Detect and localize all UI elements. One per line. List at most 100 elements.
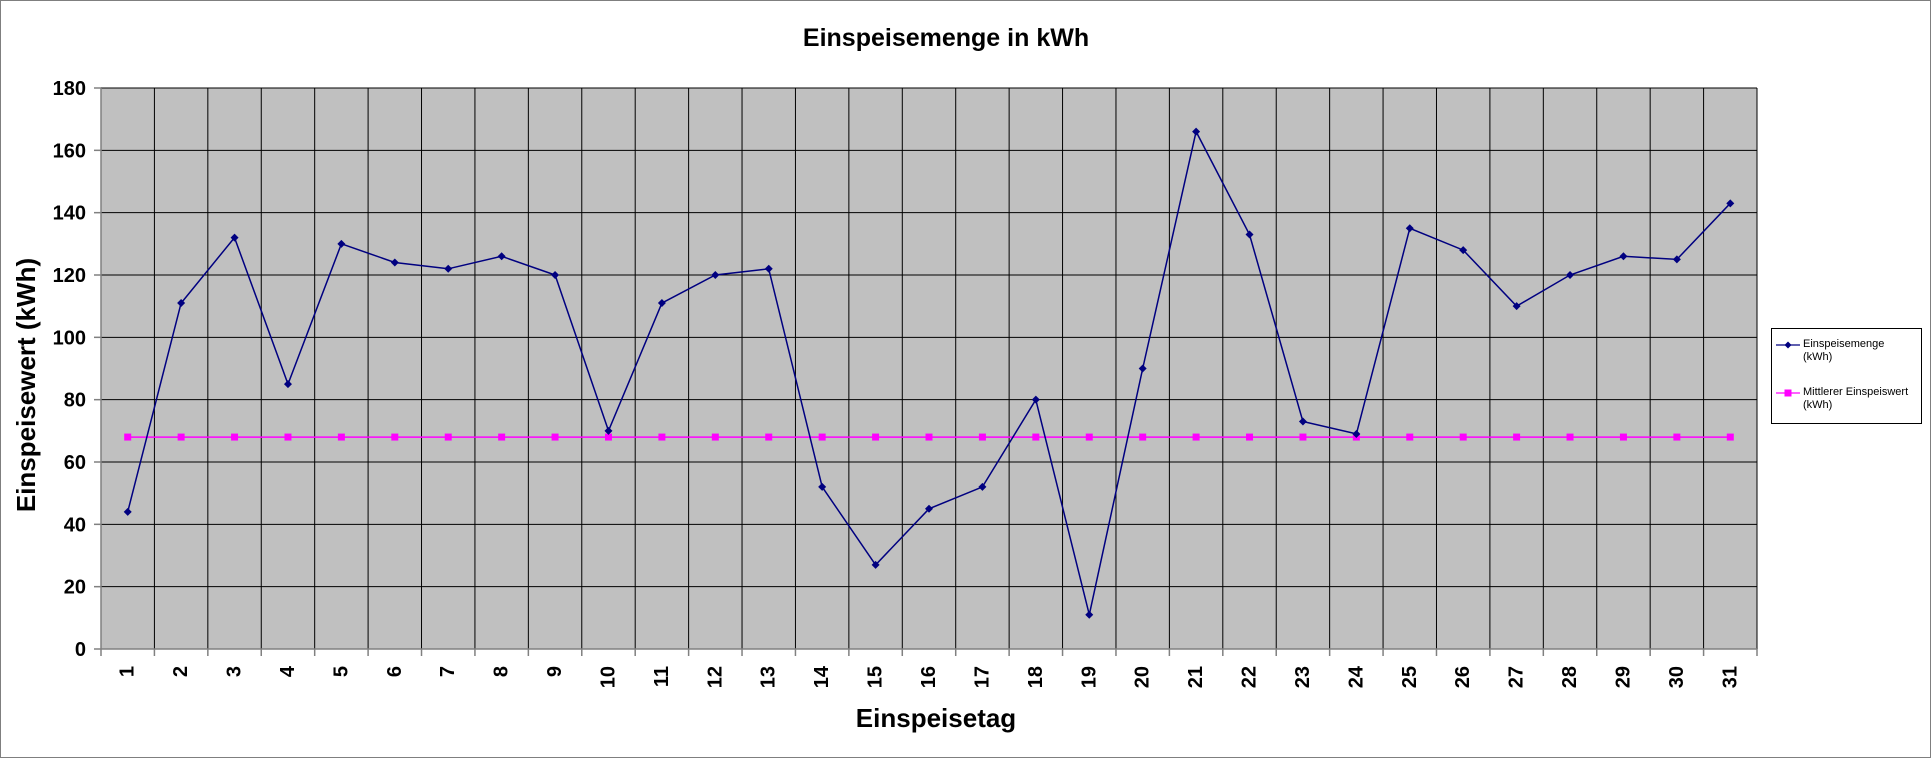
y-tick-label: 140 xyxy=(53,203,86,225)
data-point-square xyxy=(1406,433,1414,441)
data-point-diamond xyxy=(1085,610,1094,619)
data-point-square xyxy=(1513,433,1521,441)
x-tick-label: 8 xyxy=(491,666,513,677)
x-axis-label: Einspeisetag xyxy=(856,703,1016,733)
data-point-square xyxy=(1459,433,1467,441)
x-tick-label: 6 xyxy=(384,666,406,677)
x-tick-label: 20 xyxy=(1132,666,1154,688)
data-point-square xyxy=(925,433,933,441)
x-tick-label: 22 xyxy=(1239,666,1261,688)
legend-diamond-marker-icon xyxy=(1776,341,1800,349)
data-point-diamond xyxy=(1192,127,1201,136)
x-tick-label: 12 xyxy=(704,666,726,688)
data-point-square xyxy=(1566,433,1574,441)
data-point-diamond xyxy=(390,258,399,267)
x-tick-label: 29 xyxy=(1612,666,1634,688)
data-point-diamond xyxy=(177,299,186,308)
x-tick-label: 28 xyxy=(1559,666,1581,688)
data-point-diamond xyxy=(1726,199,1735,208)
x-tick-label: 3 xyxy=(224,666,246,677)
x-tick-label: 19 xyxy=(1078,666,1100,688)
plot-area xyxy=(101,88,1757,649)
data-point-diamond xyxy=(337,239,346,248)
data-point-diamond xyxy=(1619,252,1628,261)
x-tick-label: 18 xyxy=(1025,666,1047,688)
data-point-diamond xyxy=(1405,224,1414,233)
y-tick-label: 120 xyxy=(53,265,86,287)
data-point-diamond xyxy=(1352,429,1361,438)
legend-label-mittlerer-einspeiswert: Mittlerer Einspeiswert xyxy=(1803,386,1909,398)
data-point-diamond xyxy=(657,299,666,308)
data-point-diamond xyxy=(1459,246,1468,255)
data-point-square xyxy=(1726,433,1734,441)
data-point-square xyxy=(604,433,612,441)
y-tick-label: 0 xyxy=(75,639,86,661)
data-point-square xyxy=(978,433,986,441)
data-point-diamond xyxy=(123,507,132,516)
x-tick-label: 4 xyxy=(277,665,299,677)
data-point-diamond xyxy=(1566,271,1575,279)
x-tick-label: 5 xyxy=(330,666,352,677)
data-point-square xyxy=(391,433,399,441)
x-tick-label: 26 xyxy=(1452,666,1474,688)
x-tick-label: 31 xyxy=(1719,666,1741,688)
legend-square-marker-icon xyxy=(1776,389,1800,397)
x-tick-label: 30 xyxy=(1666,666,1688,688)
data-point-diamond xyxy=(1672,255,1681,264)
y-tick-label: 160 xyxy=(53,140,86,162)
data-point-diamond xyxy=(551,271,560,279)
data-point-diamond xyxy=(871,560,880,569)
x-tick-label: 7 xyxy=(437,666,459,677)
y-tick-label: 100 xyxy=(53,327,86,349)
chart-legend: Einspeisemenge (kWh) Mittlerer Einspeisw… xyxy=(1771,328,1922,424)
data-point-diamond xyxy=(604,426,613,435)
data-point-square xyxy=(177,433,185,441)
data-point-square xyxy=(1299,433,1307,441)
x-tick-label: 17 xyxy=(971,666,993,688)
data-point-square xyxy=(124,433,132,441)
data-point-diamond xyxy=(925,504,933,513)
x-tick-label: 16 xyxy=(918,666,940,688)
x-tick-label: 9 xyxy=(544,666,566,677)
data-point-square xyxy=(498,433,506,441)
legend-label-einspeisemenge: Einspeisemenge xyxy=(1803,338,1885,350)
data-point-square xyxy=(231,433,239,441)
data-point-square xyxy=(1139,433,1147,441)
y-tick-label: 60 xyxy=(64,452,86,474)
x-tick-label: 21 xyxy=(1185,666,1207,688)
y-tick-label: 180 xyxy=(53,78,86,100)
x-tick-label: 23 xyxy=(1292,666,1314,688)
x-tick-label: 11 xyxy=(651,666,673,687)
data-point-diamond xyxy=(1298,417,1307,426)
x-tick-label: 25 xyxy=(1399,666,1421,688)
data-point-diamond xyxy=(711,271,720,279)
data-point-diamond xyxy=(764,264,773,273)
data-point-square xyxy=(284,433,292,441)
data-point-square xyxy=(765,433,773,441)
data-point-square xyxy=(872,433,880,441)
data-point-square xyxy=(818,433,826,441)
y-tick-label: 40 xyxy=(64,514,86,536)
data-point-square xyxy=(658,433,666,441)
data-point-square xyxy=(1085,433,1093,441)
data-point-diamond xyxy=(1512,302,1521,311)
data-point-square xyxy=(1619,433,1627,441)
y-tick-label: 20 xyxy=(64,577,86,599)
data-point-square xyxy=(551,433,559,441)
data-point-diamond xyxy=(1138,364,1147,373)
data-point-diamond xyxy=(497,252,506,261)
data-point-square xyxy=(444,433,452,441)
y-tick-label: 80 xyxy=(64,390,86,412)
x-tick-label: 27 xyxy=(1506,666,1528,688)
data-point-square xyxy=(337,433,345,441)
x-tick-label: 24 xyxy=(1345,665,1367,688)
x-tick-label: 15 xyxy=(865,666,887,688)
data-point-square xyxy=(1192,433,1200,441)
data-point-diamond xyxy=(230,233,239,242)
data-point-square xyxy=(1246,433,1254,441)
data-point-square xyxy=(1673,433,1681,441)
data-point-diamond xyxy=(444,264,453,273)
data-point-square xyxy=(1032,433,1040,441)
data-point-diamond xyxy=(1245,230,1254,239)
